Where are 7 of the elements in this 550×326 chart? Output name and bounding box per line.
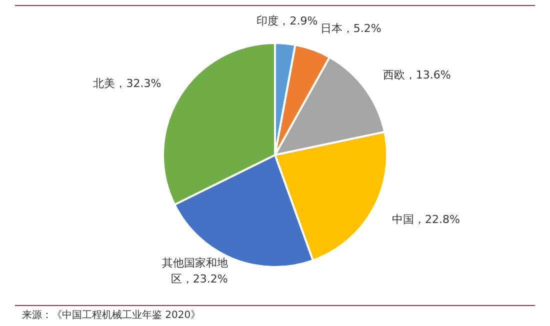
slice-label: 西欧，13.6% xyxy=(382,68,451,82)
slice-label: 印度，2.9% xyxy=(256,14,318,28)
slice-label: 中国，22.8% xyxy=(392,213,460,226)
slice-label: 日本，5.2% xyxy=(320,22,382,35)
source-note: 来源：《中国工程机械工业年鉴 2020》 xyxy=(22,308,201,322)
slice-label: 北美，32.3% xyxy=(93,77,162,90)
slice-label: 其他国家和地区，23.2% xyxy=(162,256,228,286)
